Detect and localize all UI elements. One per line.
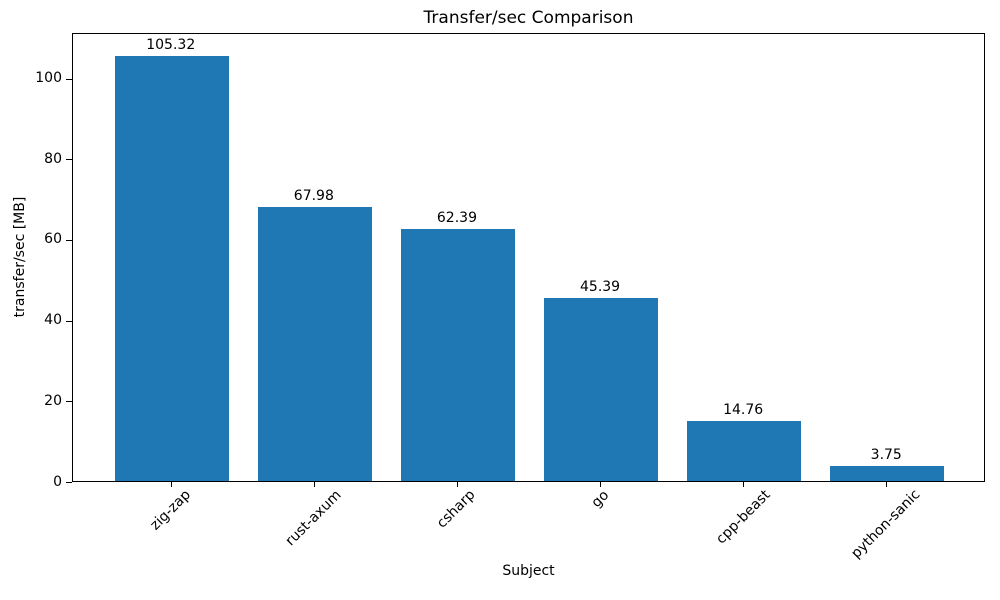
y-tick-label: 80 xyxy=(44,150,62,167)
y-tick-mark xyxy=(66,159,72,161)
y-tick-label: 100 xyxy=(35,70,62,87)
y-tick-mark xyxy=(66,239,72,241)
y-tick-mark xyxy=(66,320,72,322)
y-tick-mark xyxy=(66,482,72,483)
bar xyxy=(400,229,516,481)
y-tick-label: 20 xyxy=(44,392,62,409)
y-axis-label: transfer/sec [MB] xyxy=(12,196,28,318)
x-tick-label: go xyxy=(588,486,612,511)
x-tick-mark xyxy=(600,482,602,487)
x-tick-mark xyxy=(456,482,458,487)
y-tick-label: 60 xyxy=(44,231,62,248)
chart-title: Transfer/sec Comparison xyxy=(423,8,634,28)
bar-value-label: 105.32 xyxy=(146,37,196,54)
x-tick-mark xyxy=(170,482,172,487)
bar-value-label: 14.76 xyxy=(723,402,764,419)
x-tick-label: cpp-beast xyxy=(712,486,774,548)
x-tick-label: zig-zap xyxy=(147,486,194,534)
x-tick-label: csharp xyxy=(434,486,479,532)
y-tick-mark xyxy=(66,401,72,403)
y-tick-mark xyxy=(66,78,72,80)
bar xyxy=(114,56,229,481)
x-axis-label: Subject xyxy=(502,563,555,579)
bar xyxy=(830,465,945,481)
x-tick-mark xyxy=(886,482,888,487)
x-tick-mark xyxy=(313,482,315,487)
bar-value-label: 62.39 xyxy=(436,210,477,227)
x-tick-mark xyxy=(743,482,745,487)
bar xyxy=(543,297,659,481)
bar-value-label: 67.98 xyxy=(293,187,334,204)
y-tick-label: 0 xyxy=(53,473,62,490)
bar xyxy=(686,421,802,481)
y-tick-label: 40 xyxy=(44,312,62,329)
bar-value-label: 3.75 xyxy=(870,446,902,463)
plot-area xyxy=(72,33,985,482)
bar-value-label: 45.39 xyxy=(580,278,621,295)
x-tick-label: rust-axum xyxy=(282,487,345,550)
bar xyxy=(257,206,373,481)
x-tick-label: python-sanic xyxy=(848,486,924,563)
